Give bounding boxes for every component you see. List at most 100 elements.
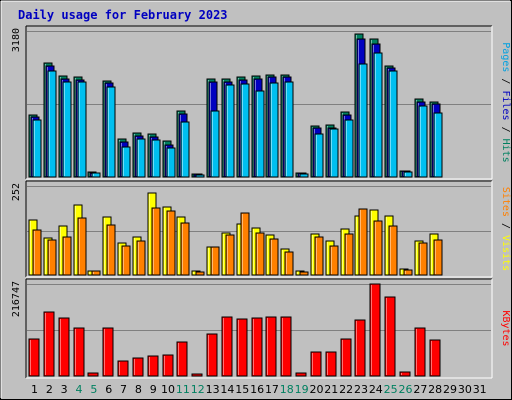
bar-hits-pages-day-20 [314, 133, 324, 178]
x-tick-label-day-5: 5 [90, 383, 97, 396]
chart-title: Daily usage for February 2023 [18, 8, 228, 22]
x-tick-label-day-16: 16 [250, 383, 264, 396]
bar-visits-sites-day-1 [32, 229, 42, 276]
bar-kbytes-kbytes-day-7 [117, 360, 129, 377]
bar-visits-sites-day-28 [433, 239, 443, 276]
panel-kbytes: 216747 KBytes [11, 278, 511, 379]
panel-hits-ymax-label: 3180 [11, 28, 22, 52]
bar-visits-sites-day-16 [255, 232, 265, 276]
x-tick-label-day-26: 26 [399, 383, 413, 396]
bar-visits-sites-day-13 [210, 246, 220, 276]
legend-entry: Sites [500, 187, 511, 217]
x-tick-label-day-9: 9 [150, 383, 157, 396]
bar-kbytes-kbytes-day-8 [132, 357, 144, 377]
x-tick-label-day-23: 23 [354, 383, 368, 396]
legend-entry: Visits [500, 235, 511, 271]
x-tick-label-day-4: 4 [76, 383, 83, 396]
bar-visits-sites-day-22 [344, 233, 354, 276]
bar-visits-sites-day-23 [358, 208, 368, 276]
bar-kbytes-kbytes-day-25 [384, 296, 396, 377]
bar-kbytes-kbytes-day-10 [162, 354, 174, 377]
bar-kbytes-kbytes-day-21 [325, 351, 337, 377]
bar-visits-sites-day-18 [284, 251, 294, 276]
panel-kbytes-legend: KBytes [500, 310, 511, 346]
bar-visits-sites-day-20 [314, 236, 324, 276]
bar-hits-pages-day-13 [210, 110, 220, 178]
x-tick-label-day-25: 25 [384, 383, 398, 396]
bar-kbytes-kbytes-day-14 [221, 316, 233, 377]
bar-hits-pages-day-25 [388, 70, 398, 178]
bar-kbytes-kbytes-day-20 [310, 351, 322, 377]
panel-hits: 3180 Pages / Files / Hits [11, 25, 511, 180]
bar-hits-pages-day-21 [329, 128, 339, 178]
bar-visits-sites-day-10 [166, 210, 176, 276]
bar-hits-pages-day-22 [344, 119, 354, 178]
bar-hits-pages-day-2 [47, 70, 57, 178]
bar-hits-pages-day-23 [358, 63, 368, 178]
x-tick-label-day-1: 1 [31, 383, 38, 396]
x-tick-label-day-6: 6 [105, 383, 112, 396]
legend-entry: Pages [500, 42, 511, 72]
bar-visits-sites-day-5 [91, 270, 101, 276]
panel-kbytes-ymax-label: 216747 [11, 281, 22, 317]
bar-kbytes-kbytes-day-22 [340, 338, 352, 377]
bar-hits-pages-day-28 [433, 112, 443, 178]
bar-kbytes-kbytes-day-16 [251, 317, 263, 377]
bar-hits-pages-day-19 [299, 173, 309, 178]
bar-hits-pages-day-18 [284, 81, 294, 178]
bar-hits-pages-day-8 [136, 138, 146, 178]
bar-visits-sites-day-11 [180, 222, 190, 276]
bar-visits-sites-day-24 [373, 220, 383, 276]
bar-visits-sites-day-27 [418, 242, 428, 276]
x-tick-label-day-21: 21 [324, 383, 338, 396]
bar-kbytes-kbytes-day-15 [236, 318, 248, 377]
x-tick-label-day-31: 31 [473, 383, 487, 396]
bar-kbytes-kbytes-day-2 [43, 311, 55, 377]
bar-hits-pages-day-6 [106, 86, 116, 178]
bar-visits-sites-day-2 [47, 239, 57, 276]
x-tick-label-day-22: 22 [339, 383, 353, 396]
bar-hits-pages-day-15 [240, 83, 250, 178]
x-tick-label-day-14: 14 [220, 383, 234, 396]
bar-kbytes-kbytes-day-27 [414, 327, 426, 377]
bar-hits-pages-day-27 [418, 105, 428, 178]
bar-visits-sites-day-26 [403, 269, 413, 276]
bar-kbytes-kbytes-day-18 [280, 316, 292, 377]
legend-entry: / [500, 121, 511, 139]
x-tick-label-day-29: 29 [443, 383, 457, 396]
bar-hits-pages-day-3 [62, 81, 72, 178]
bar-visits-sites-day-21 [329, 245, 339, 276]
bar-visits-sites-day-19 [299, 271, 309, 276]
x-tick-label-day-20: 20 [309, 383, 323, 396]
bar-kbytes-kbytes-day-28 [429, 339, 441, 377]
chart-panels: 3180 Pages / Files / Hits 252 Sites / Visit… [11, 25, 511, 379]
bar-visits-sites-day-9 [151, 207, 161, 276]
bar-hits-pages-day-11 [180, 121, 190, 178]
x-tick-label-day-19: 19 [295, 383, 309, 396]
panel-visits-legend: Sites / Visits [500, 187, 511, 271]
x-tick-label-day-12: 12 [191, 383, 205, 396]
x-axis-labels: 1 2 3 4 5 6 7 8 9 10 11 12 13 14 15 16 17 18 19 20 21 22 23 24 2… [31, 383, 487, 396]
bar-kbytes-kbytes-day-23 [354, 319, 366, 377]
x-tick-label-day-2: 2 [46, 383, 53, 396]
bar-kbytes-kbytes-day-3 [58, 317, 70, 377]
bar-visits-sites-day-6 [106, 224, 116, 276]
bar-kbytes-kbytes-day-6 [102, 327, 114, 377]
bar-hits-pages-day-24 [373, 52, 383, 178]
bar-kbytes-kbytes-day-13 [206, 333, 218, 377]
x-tick-label-day-27: 27 [413, 383, 427, 396]
bar-visits-sites-day-25 [388, 225, 398, 276]
x-tick-label-day-10: 10 [161, 383, 175, 396]
bar-kbytes-kbytes-day-1 [28, 338, 40, 377]
legend-entry: Hits [500, 139, 511, 163]
bar-hits-pages-day-26 [403, 171, 413, 178]
bar-kbytes-kbytes-day-17 [265, 316, 277, 377]
bar-visits-sites-day-12 [195, 271, 205, 276]
bar-kbytes-kbytes-day-5 [87, 372, 99, 377]
x-tick-label-day-24: 24 [369, 383, 383, 396]
x-tick-label-day-30: 30 [458, 383, 472, 396]
bar-hits-pages-day-17 [269, 82, 279, 178]
bar-visits-sites-day-14 [225, 234, 235, 276]
x-tick-label-day-7: 7 [120, 383, 127, 396]
